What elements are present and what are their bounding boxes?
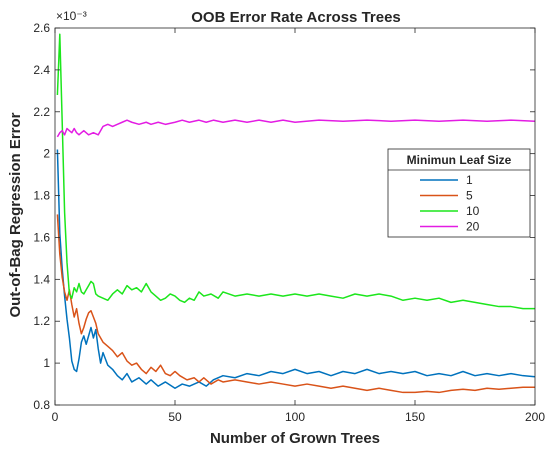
y-tick-label: 2.4 xyxy=(33,63,50,77)
legend-box xyxy=(387,148,531,238)
y-tick-label: 1 xyxy=(43,356,50,370)
x-axis-label: Number of Grown Trees xyxy=(210,430,380,447)
series-layer xyxy=(56,33,536,394)
y-tick-label: 2.2 xyxy=(33,105,50,119)
y-tick-label: 2.6 xyxy=(33,21,50,35)
y-tick-label: 1.2 xyxy=(33,314,50,328)
y-tick-label: 2 xyxy=(43,147,50,161)
legend-title: Minimun Leaf Size xyxy=(407,153,512,167)
y-tick-label: 1.6 xyxy=(33,230,50,244)
series-line-20 xyxy=(56,119,536,138)
series-line-10 xyxy=(56,33,535,310)
y-tick-label: 1.4 xyxy=(33,272,50,286)
legend-label-20: 20 xyxy=(466,220,480,234)
y-axis-label: Out-of-Bag Regression Error xyxy=(7,112,24,317)
legend-label-10: 10 xyxy=(466,204,480,218)
x-tick-label: 200 xyxy=(525,410,545,424)
legend: Minimun Leaf Size 1 510 20 xyxy=(387,148,531,238)
chart-title: OOB Error Rate Across Trees xyxy=(191,9,401,26)
axes-layer: 0 50 100 150 200 0.8 1 1.2 1.4 1.6 1.8 2 2.2 2.4 2.6 xyxy=(33,21,545,424)
legend-label-5: 5 xyxy=(466,189,473,203)
series-line-5 xyxy=(56,214,535,394)
y-tick-label: 1.8 xyxy=(33,189,50,203)
x-tick-label: 50 xyxy=(168,410,182,424)
series-line-1 xyxy=(56,149,536,389)
legend-label-1: 1 xyxy=(466,173,473,187)
y-tick-label: 0.8 xyxy=(33,398,50,412)
x-tick-label: 150 xyxy=(405,410,425,424)
x-tick-label: 0 xyxy=(52,410,59,424)
y-axis-exponent: ×10⁻³ xyxy=(56,9,87,23)
x-tick-label: 100 xyxy=(285,410,305,424)
